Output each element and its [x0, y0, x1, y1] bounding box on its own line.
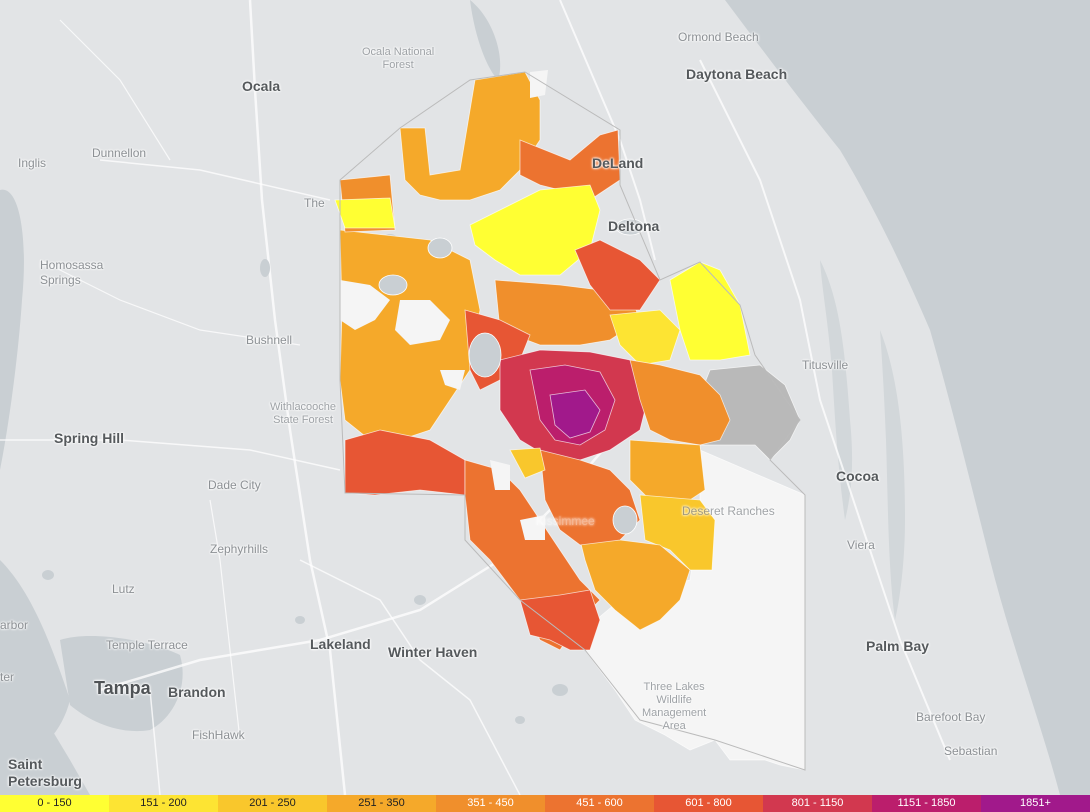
- legend-item: 601 - 800: [654, 795, 763, 812]
- place-cocoa: Cocoa: [836, 468, 879, 484]
- region-yellow-the[interactable]: [334, 197, 396, 229]
- region-lakes: [378, 218, 645, 535]
- region-red-south[interactable]: [519, 589, 601, 651]
- place-tampa: Tampa: [94, 678, 151, 698]
- place-brandon: Brandon: [168, 684, 226, 700]
- place-daytona-beach: Daytona Beach: [686, 66, 788, 82]
- choropleth-map[interactable]: [0, 0, 1090, 795]
- legend-item: 0 - 150: [0, 795, 109, 812]
- region-orange-north[interactable]: [399, 71, 541, 201]
- region-yellow-north[interactable]: [469, 184, 601, 276]
- legend-item: 801 - 1150: [763, 795, 872, 812]
- study-area-outline: [339, 71, 806, 771]
- legend-item: 151 - 200: [109, 795, 218, 812]
- region-orange-south-central[interactable]: [579, 539, 691, 631]
- place-ormond-beach: Ormond Beach: [678, 30, 759, 44]
- place-lakeland: Lakeland: [310, 636, 371, 652]
- region-yellow-mid[interactable]: [609, 309, 681, 366]
- place-deltona: Deltona: [608, 218, 660, 234]
- place-lutz: Lutz: [112, 582, 135, 596]
- place-barefoot-bay: Barefoot Bay: [916, 710, 986, 724]
- place-ter: ter: [0, 670, 15, 684]
- region-orange-deland[interactable]: [519, 129, 621, 201]
- legend-item: 451 - 600: [545, 795, 654, 812]
- legend-item: 351 - 450: [436, 795, 545, 812]
- place-arbor: arbor: [0, 618, 29, 632]
- place-temple-terrace: Temple Terrace: [106, 638, 188, 652]
- legend-item: 251 - 350: [327, 795, 436, 812]
- place-homosassa: Homosassa Springs: [40, 258, 104, 287]
- region-orange-south-east[interactable]: [629, 439, 706, 501]
- place-viera: Viera: [847, 538, 875, 552]
- nodata-pockets: [340, 70, 548, 540]
- legend-item: 1851+: [981, 795, 1090, 812]
- region-red-deltona[interactable]: [574, 239, 661, 311]
- place-palm-bay: Palm Bay: [866, 638, 930, 654]
- place-inglis: Inglis: [18, 156, 47, 170]
- place-dade-city: Dade City: [208, 478, 261, 492]
- region-purple-center[interactable]: [549, 389, 601, 439]
- place-bushnell: Bushnell: [246, 333, 293, 347]
- region-yellow-deseret[interactable]: [639, 494, 716, 571]
- place-titusville: Titusville: [802, 358, 849, 372]
- legend-item: 201 - 250: [218, 795, 327, 812]
- place-zephyrhills: Zephyrhills: [210, 542, 269, 556]
- place-dunnellon: Dunnellon: [92, 146, 147, 160]
- legend-bar: 0 - 150 151 - 200 201 - 250 251 - 350 35…: [0, 795, 1090, 812]
- place-fishhawk: FishHawk: [192, 728, 245, 742]
- region-orange-east[interactable]: [629, 359, 731, 446]
- place-deland: DeLand: [592, 155, 644, 171]
- place-ocala: Ocala: [242, 78, 281, 94]
- place-winter-haven: Winter Haven: [388, 644, 478, 660]
- place-three-lakes: Three Lakes Wildlife Management Area: [642, 681, 707, 732]
- region-yellow-small[interactable]: [509, 447, 546, 479]
- place-sebastian: Sebastian: [944, 744, 998, 758]
- place-saint-petersburg: Saint Petersburg: [8, 756, 82, 789]
- place-ocala-forest: Ocala National Forest: [362, 46, 435, 71]
- legend-item: 1151 - 1850: [872, 795, 981, 812]
- place-deseret: Deseret Ranches: [682, 504, 775, 518]
- place-the: The: [304, 196, 325, 210]
- place-kissimmee: Kissimmee: [536, 514, 595, 528]
- place-spring-hill: Spring Hill: [54, 430, 124, 446]
- region-layer: [334, 71, 806, 771]
- region-yellow-east[interactable]: [669, 261, 751, 361]
- place-withlacoochee: Withlacooche State Forest: [270, 401, 337, 426]
